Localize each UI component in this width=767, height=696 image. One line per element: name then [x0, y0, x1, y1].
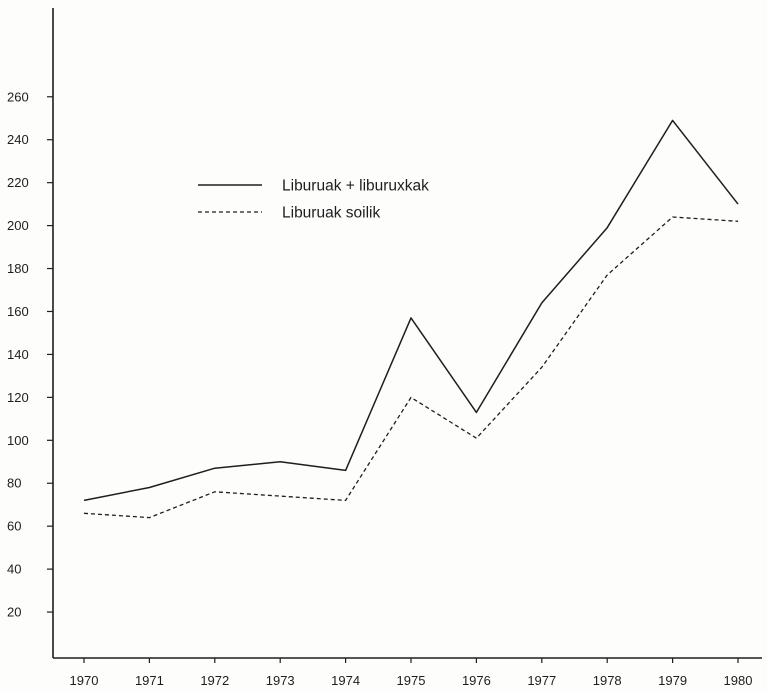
y-tick-label: 40 — [7, 562, 21, 577]
x-tick-label: 1978 — [593, 673, 622, 688]
x-tick-label: 1976 — [462, 673, 491, 688]
y-tick-label: 160 — [7, 304, 29, 319]
x-tick-label: 1980 — [724, 673, 753, 688]
x-axis-ticks: 1970 1971 1972 1973 1974 1975 1976 1977 1978 1979… — [70, 658, 753, 688]
x-tick-label: 1977 — [527, 673, 556, 688]
legend-label: Liburuak soilik — [282, 205, 380, 222]
x-tick-label: 1979 — [658, 673, 687, 688]
x-tick-label: 1973 — [266, 673, 295, 688]
y-tick-label: 200 — [7, 218, 29, 233]
x-tick-label: 1971 — [135, 673, 164, 688]
legend-label: Liburuak + liburuxkak — [282, 178, 429, 195]
y-tick-label: 60 — [7, 519, 21, 534]
x-tick-label: 1972 — [200, 673, 229, 688]
legend: Liburuak + liburuxkak Liburuak soilik — [198, 178, 429, 222]
y-tick-label: 220 — [7, 175, 29, 190]
y-tick-label: 140 — [7, 347, 29, 362]
x-tick-label: 1974 — [331, 673, 360, 688]
y-tick-label: 20 — [7, 605, 21, 620]
axes — [52, 8, 762, 659]
series-line-liburuak-soilik — [83, 216, 739, 519]
y-tick-label: 100 — [7, 433, 29, 448]
y-tick-label: 120 — [7, 390, 29, 405]
y-axis-ticks: 20 40 60 80 100 120 140 160 180 200 220 240 260 — [7, 89, 53, 620]
y-tick-label: 180 — [7, 261, 29, 276]
x-tick-label: 1975 — [397, 673, 426, 688]
x-tick-label: 1970 — [70, 673, 99, 688]
y-tick-label: 260 — [7, 89, 29, 104]
series-line-liburuak-liburuxkak — [83, 119, 739, 502]
series-lines — [83, 119, 739, 519]
y-tick-label: 80 — [7, 476, 21, 491]
y-tick-label: 240 — [7, 132, 29, 147]
